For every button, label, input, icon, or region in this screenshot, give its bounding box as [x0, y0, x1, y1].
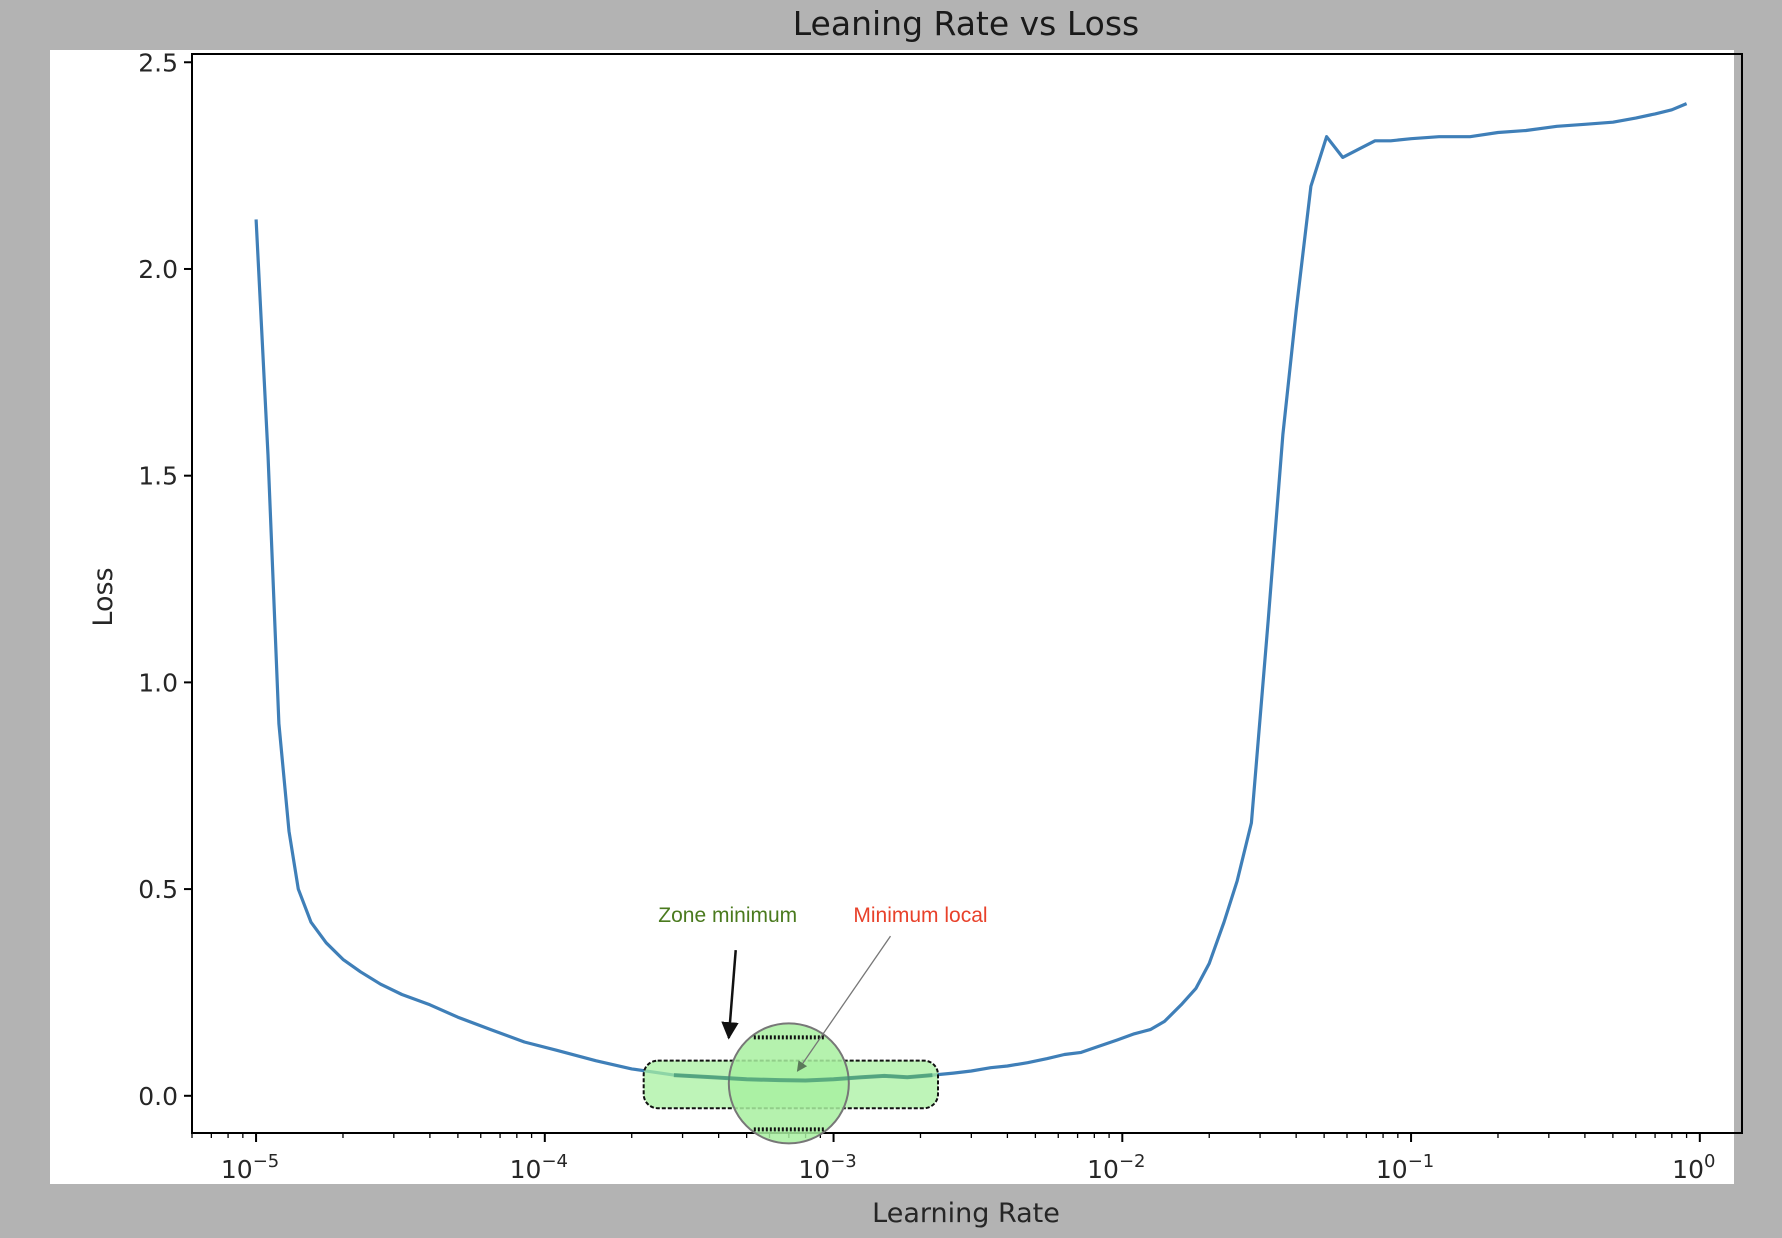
y-tick-label: 1.0	[138, 668, 178, 697]
loss-line	[254, 102, 1688, 1083]
x-tick-label: 10−2	[1087, 1151, 1145, 1184]
minimum-local-annotation: Minimum local	[853, 904, 987, 927]
x-tick-label: 10−4	[510, 1151, 568, 1184]
x-tick-label: 100	[1672, 1151, 1715, 1184]
x-axis-label: Learning Rate	[872, 1198, 1060, 1229]
y-tick-label: 0.5	[138, 875, 178, 904]
chart-title: Leaning Rate vs Loss	[793, 4, 1140, 43]
x-tick-label: 10−5	[221, 1151, 279, 1184]
x-tick-label: 10−3	[798, 1151, 856, 1184]
y-tick-label: 1.5	[138, 462, 178, 491]
y-tick-label: 2.5	[138, 48, 178, 77]
plot-area: 0.0 0.5 1.0 1.5 2.0 2.5 10−5 10−4 10−3 10−2 10−1 10…	[138, 48, 1743, 1184]
x-tick-label: 10−1	[1376, 1151, 1434, 1184]
zone-minimum-annotation: Zone minimum	[658, 904, 797, 927]
minimum-local-arrow	[796, 935, 892, 1072]
zone-minimum-arrow	[721, 950, 739, 1040]
y-tick-label: 0.0	[138, 1082, 178, 1111]
y-tick-label: 2.0	[138, 255, 178, 284]
axes-frame	[191, 53, 1743, 1134]
plot-panel	[50, 50, 1734, 1184]
highlighted-line-segment	[673, 1073, 933, 1083]
minimum-highlight-circle	[727, 1022, 850, 1145]
y-axis-label: Loss	[88, 567, 119, 626]
